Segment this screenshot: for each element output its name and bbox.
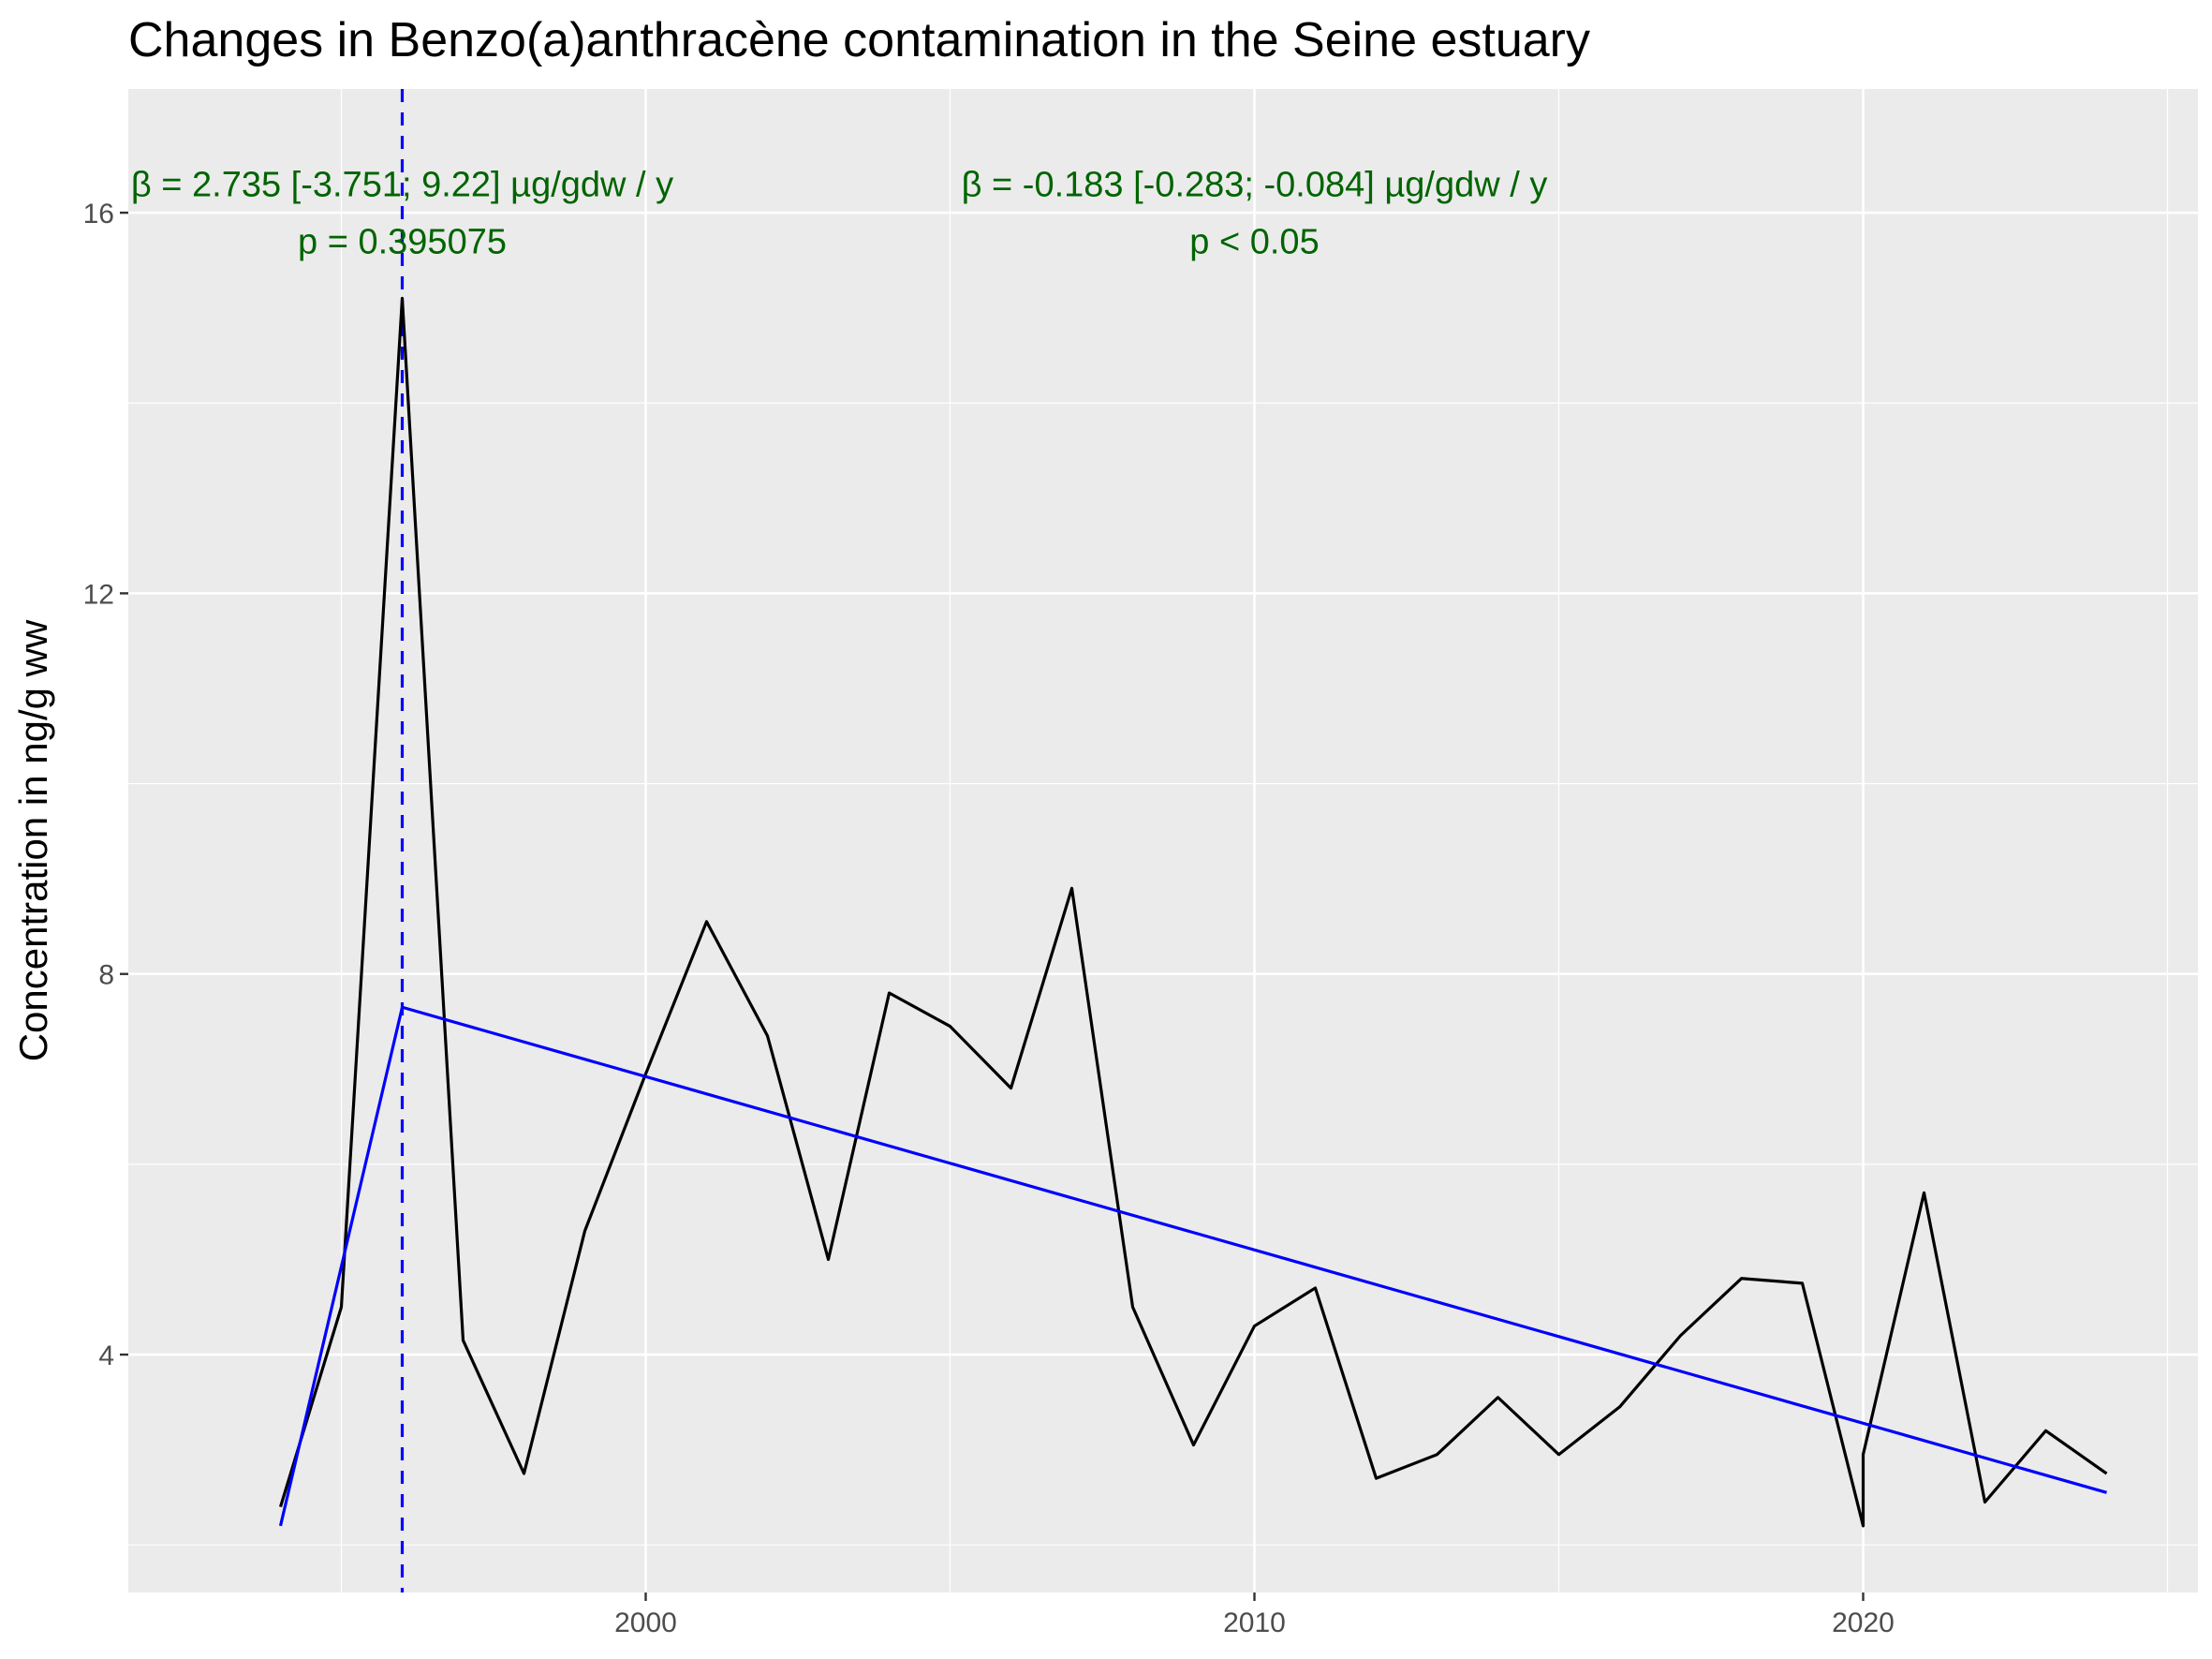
y-tick-label: 8 — [98, 960, 114, 991]
x-tick-label: 2020 — [1832, 1607, 1895, 1638]
grid-major — [128, 89, 2198, 1592]
y-tick-label: 4 — [98, 1341, 114, 1371]
y-axis: 4 8 12 16 — [83, 199, 128, 1371]
x-tick-label: 2010 — [1223, 1607, 1286, 1638]
regression-annotation: p < 0.05 — [1189, 223, 1319, 262]
segmented-fit-line — [278, 1005, 2107, 1527]
plot-annotations: β = 2.735 [-3.751; 9.22] µg/gdw / y p = 0… — [131, 166, 1548, 262]
regression-annotation: p = 0.395075 — [298, 223, 507, 262]
plot-panel — [128, 89, 2198, 1592]
y-axis-title: Concentration in ng/g ww — [11, 619, 55, 1061]
regression-annotation: β = -0.183 [-0.283; -0.084] µg/gdw / y — [962, 166, 1548, 205]
grid-minor — [128, 89, 2198, 1592]
regression-annotation: β = 2.735 [-3.751; 9.22] µg/gdw / y — [131, 166, 673, 205]
x-axis: 2000 2010 2020 — [614, 1592, 1895, 1638]
chart-title: Changes in Benzo(a)anthracène contaminat… — [128, 13, 1590, 67]
x-tick-label: 2000 — [614, 1607, 677, 1638]
observed-series-line — [278, 296, 2108, 1528]
y-tick-label: 16 — [83, 199, 114, 230]
plot-marks — [278, 89, 2108, 1592]
y-tick-label: 12 — [83, 579, 114, 610]
